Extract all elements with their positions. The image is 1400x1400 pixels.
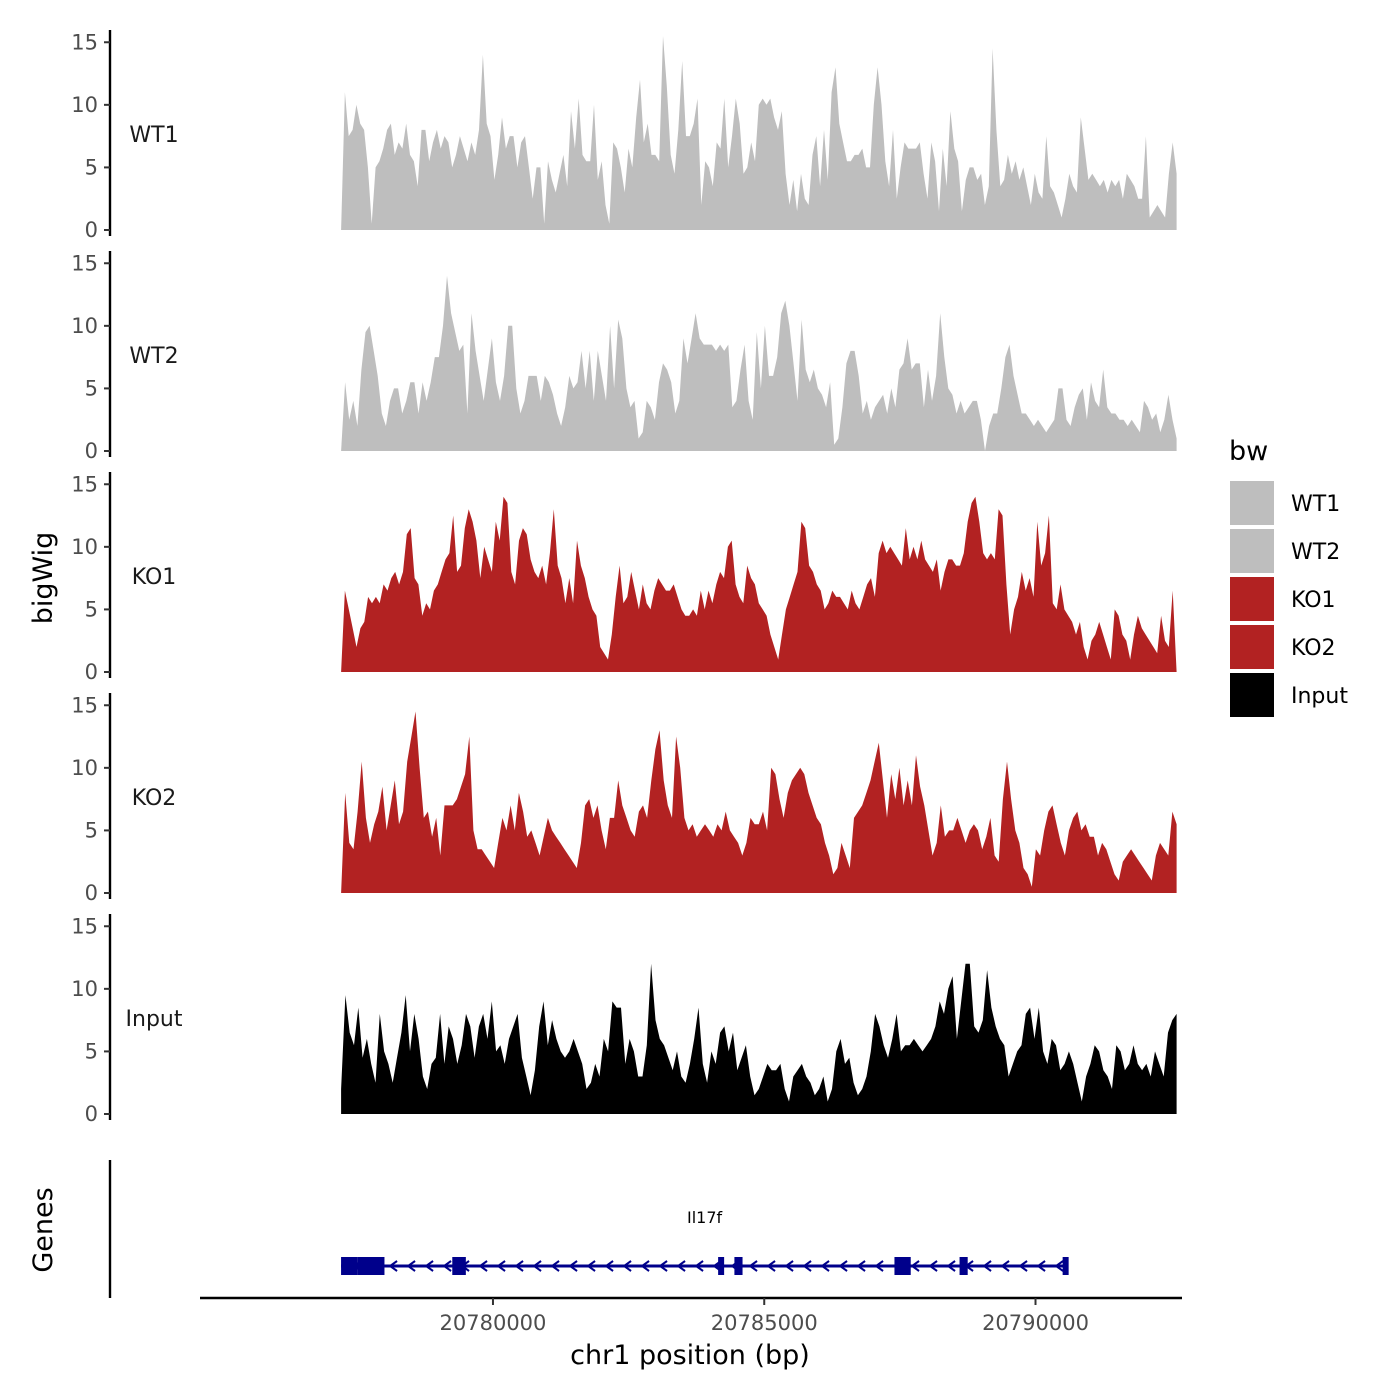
x-tick-label: 20785000	[711, 1311, 818, 1335]
x-tick-label: 20790000	[982, 1311, 1089, 1335]
strand-arrow	[982, 1260, 992, 1272]
panel-ko1: 0 5 10 15 KO1	[71, 472, 1177, 684]
genes-track-title: Genes	[28, 1187, 59, 1272]
strand-arrow	[766, 1260, 776, 1272]
y-tick-label: 5	[85, 1039, 98, 1063]
legend-swatch-input	[1228, 671, 1276, 719]
track-panels: 0 5 10 15 WT1 0 5 10 15 WT2 0 5 10 15 KO1 0 5 10 15 KO2 0 5 10…	[71, 30, 1177, 1126]
panel-label-ko2: KO2	[132, 786, 177, 811]
y-tick-label: 15	[71, 30, 98, 54]
legend-label-input: Input	[1291, 684, 1348, 709]
strand-arrow	[496, 1260, 506, 1272]
strand-arrow	[1036, 1260, 1046, 1272]
legend-label-wt2: WT2	[1291, 540, 1340, 565]
strand-arrow	[1000, 1260, 1010, 1272]
gene-exon	[894, 1257, 911, 1275]
area-wt2	[341, 275, 1177, 451]
strand-arrow	[442, 1260, 452, 1272]
legend-label-wt1: WT1	[1291, 492, 1340, 517]
area-input	[341, 963, 1177, 1114]
strand-arrow	[568, 1260, 578, 1272]
panel-input: 0 5 10 15 Input	[71, 914, 1177, 1126]
strand-arrow	[622, 1260, 632, 1272]
gene-track: Il17f	[108, 1160, 1069, 1298]
y-tick-label: 15	[71, 251, 98, 275]
strand-arrow	[820, 1260, 830, 1272]
gene-exon	[1062, 1257, 1069, 1275]
strand-arrow	[856, 1260, 866, 1272]
strand-arrow	[1018, 1260, 1028, 1272]
y-tick-label: 0	[85, 218, 98, 242]
y-tick-label: 0	[85, 881, 98, 905]
strand-arrow	[658, 1260, 668, 1272]
area-ko1	[341, 496, 1177, 672]
strand-arrow	[802, 1260, 812, 1272]
panel-label-ko1: KO1	[132, 565, 177, 590]
y-tick-label: 5	[85, 597, 98, 621]
strand-arrow	[478, 1260, 488, 1272]
y-tick-label: 5	[85, 376, 98, 400]
y-tick-label: 0	[85, 660, 98, 684]
area-wt1	[341, 36, 1177, 230]
strand-arrow	[640, 1260, 650, 1272]
strand-arrow	[388, 1260, 398, 1272]
strand-arrow	[874, 1260, 884, 1272]
x-axis-title: chr1 position (bp)	[570, 1340, 810, 1371]
strand-arrow	[532, 1260, 542, 1272]
y-tick-label: 15	[71, 693, 98, 717]
strand-arrow	[694, 1260, 704, 1272]
strand-arrow	[586, 1260, 596, 1272]
gene-name-label: Il17f	[687, 1208, 723, 1227]
panel-label-wt1: WT1	[129, 123, 178, 148]
strand-arrow	[928, 1260, 938, 1272]
strand-arrow	[784, 1260, 794, 1272]
panel-label-wt2: WT2	[129, 344, 178, 369]
strand-arrow	[514, 1260, 524, 1272]
legend-label-ko2: KO2	[1291, 636, 1336, 661]
y-tick-label: 5	[85, 155, 98, 179]
y-tick-label: 10	[71, 535, 98, 559]
y-tick-label: 15	[71, 472, 98, 496]
legend-swatch-wt2	[1228, 527, 1276, 575]
legend: bw WT1 WT2 KO1 KO2 Input	[1228, 436, 1348, 719]
strand-arrow	[946, 1260, 956, 1272]
strand-arrow	[550, 1260, 560, 1272]
y-axis-title: bigWig	[28, 532, 59, 625]
gene-exon	[341, 1257, 358, 1275]
strand-arrow	[676, 1260, 686, 1272]
y-tick-label: 10	[71, 314, 98, 338]
y-tick-label: 10	[71, 93, 98, 117]
panel-wt1: 0 5 10 15 WT1	[71, 30, 1177, 242]
x-axis: 20780000 20785000 20790000	[200, 1296, 1182, 1335]
strand-arrow	[1054, 1260, 1064, 1272]
gene-exon	[734, 1257, 743, 1275]
strand-arrow	[748, 1260, 758, 1272]
legend-title: bw	[1229, 436, 1268, 467]
y-tick-label: 0	[85, 439, 98, 463]
y-tick-label: 5	[85, 818, 98, 842]
gene-exon	[718, 1257, 725, 1275]
gene-exon	[357, 1257, 385, 1275]
legend-swatch-wt1	[1228, 479, 1276, 527]
panel-ko2: 0 5 10 15 KO2	[71, 693, 1177, 905]
panel-wt2: 0 5 10 15 WT2	[71, 251, 1177, 463]
legend-swatch-ko2	[1228, 623, 1276, 671]
strand-arrow	[424, 1260, 434, 1272]
y-tick-label: 10	[71, 977, 98, 1001]
x-tick-label: 20780000	[440, 1311, 547, 1335]
gene-exon	[959, 1257, 968, 1275]
legend-swatch-ko1	[1228, 575, 1276, 623]
strand-arrow	[910, 1260, 920, 1272]
strand-arrow	[406, 1260, 416, 1272]
panel-label-input: Input	[126, 1007, 183, 1032]
area-ko2	[341, 711, 1177, 893]
strand-arrow	[838, 1260, 848, 1272]
strand-arrow	[604, 1260, 614, 1272]
legend-label-ko1: KO1	[1291, 588, 1336, 613]
gene-exon	[452, 1257, 466, 1275]
y-tick-label: 15	[71, 914, 98, 938]
y-tick-label: 10	[71, 756, 98, 780]
y-tick-label: 0	[85, 1102, 98, 1126]
